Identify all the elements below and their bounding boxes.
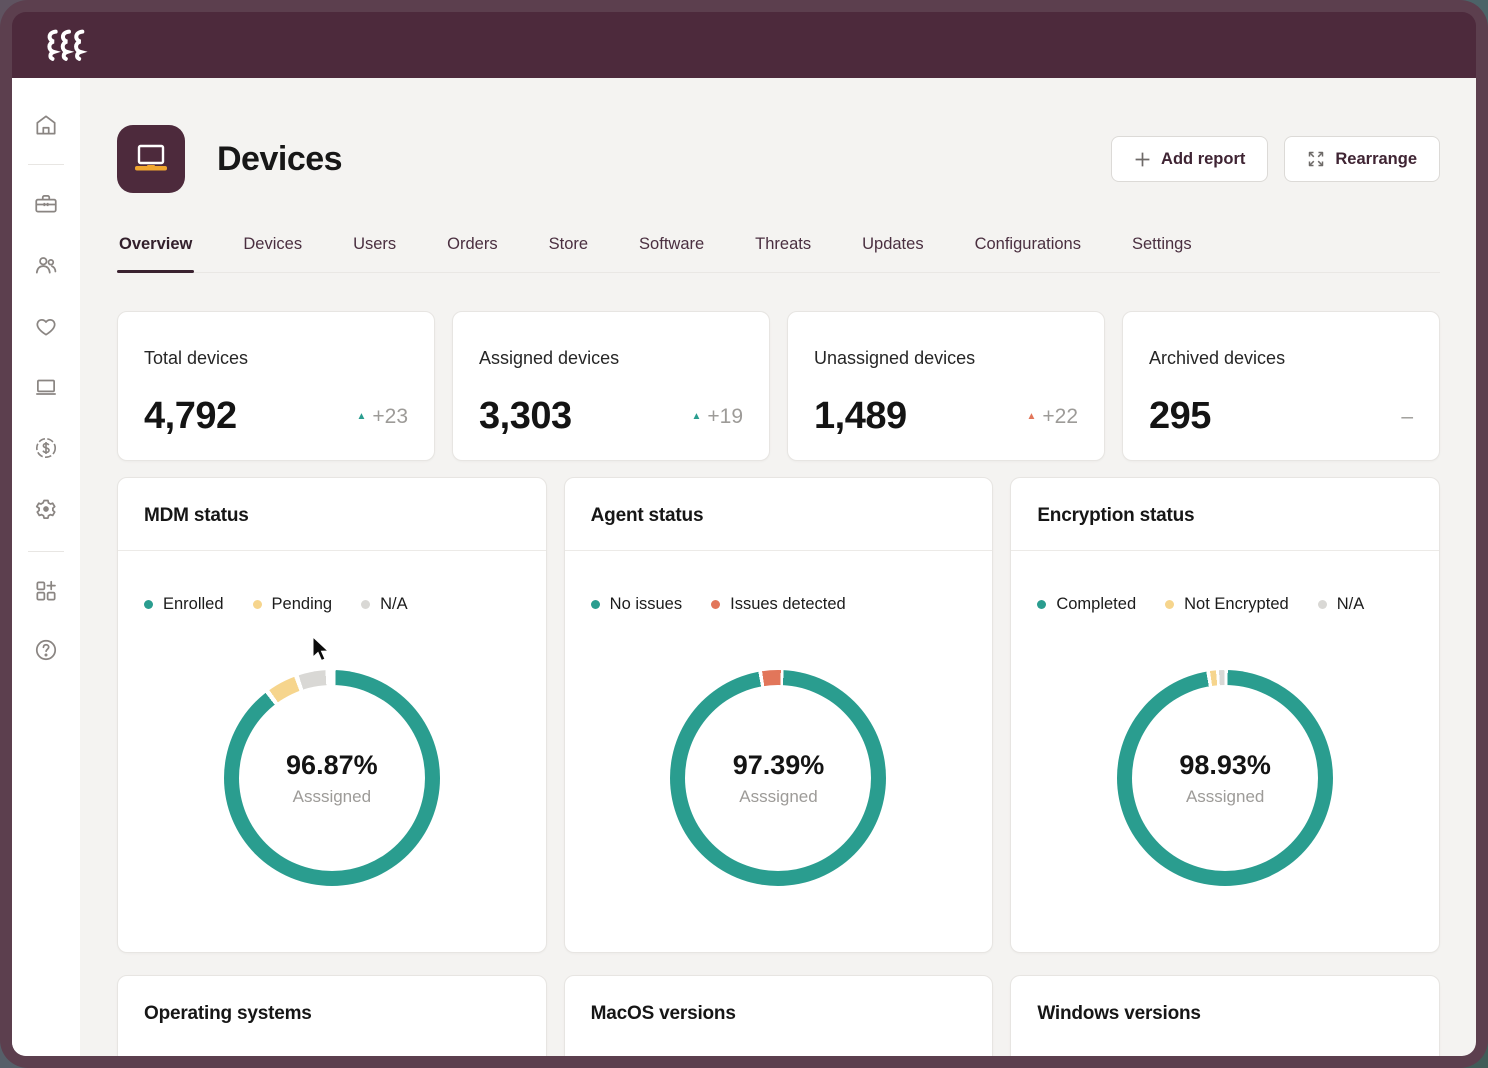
tab-store[interactable]: Store	[548, 235, 589, 253]
rippling-waves-logo	[47, 29, 88, 61]
trend-up-icon: ▲	[356, 410, 367, 422]
card-title: Windows versions	[1037, 1003, 1201, 1024]
stat-value: 1,489	[814, 395, 907, 437]
apps-add-icon[interactable]	[33, 578, 59, 604]
tab-overview[interactable]: Overview	[117, 223, 195, 273]
card-title: Agent status	[590, 505, 704, 526]
help-icon[interactable]	[33, 637, 59, 663]
legend-item: Enrolled	[144, 595, 224, 614]
tab-bar: Overview Devices Users Orders Store Soft…	[117, 223, 1440, 273]
stat-delta: –	[1401, 404, 1413, 428]
donut-chart: 97.39% Asssigned	[670, 670, 887, 886]
legend-item: Pending	[252, 595, 332, 614]
stat-delta: ▲ +22	[1026, 404, 1078, 428]
bottom-row: Operating systems MacOS versions Windows…	[117, 975, 1440, 1056]
donut-row: MDM status Enrolled Pending N/A 96.87% A…	[117, 477, 1440, 953]
stat-value: 4,792	[144, 395, 237, 437]
laptop-icon	[135, 144, 167, 171]
trend-up-icon: ▲	[691, 410, 702, 422]
sidebar-divider	[28, 164, 64, 165]
legend-dot	[1317, 600, 1327, 609]
legend-dot	[252, 600, 262, 609]
main-area: Devices Add report	[12, 78, 1476, 1056]
heart-icon[interactable]	[33, 313, 59, 339]
sidebar-divider	[28, 551, 64, 552]
dollar-coin-icon[interactable]	[33, 435, 59, 461]
legend-dot	[590, 600, 600, 609]
gear-icon[interactable]	[33, 496, 59, 522]
top-bar	[12, 12, 1476, 78]
legend: No issues Issues detected	[565, 551, 993, 614]
plus-icon	[1135, 152, 1150, 166]
windows-versions-card: Windows versions	[1010, 975, 1440, 1056]
stat-card-assigned-devices: Assigned devices 3,303 ▲ +19	[452, 311, 770, 461]
legend-dot	[1165, 600, 1175, 609]
tab-users[interactable]: Users	[353, 235, 397, 253]
donut-center-label: Asssigned	[1185, 786, 1265, 806]
add-report-button[interactable]: Add report	[1111, 136, 1269, 182]
legend-item: No issues	[590, 595, 682, 614]
donut-center-value: 96.87%	[286, 749, 378, 780]
card-title: Encryption status	[1037, 505, 1195, 526]
content-area: Devices Add report	[80, 78, 1476, 1056]
laptop-icon[interactable]	[33, 374, 59, 400]
tab-settings[interactable]: Settings	[1131, 235, 1192, 253]
stat-delta: ▲ +19	[691, 404, 743, 428]
tab-updates[interactable]: Updates	[862, 235, 924, 253]
donut-center-value: 98.93%	[1179, 749, 1271, 780]
agent-status-card: Agent status No issues Issues detected 9…	[563, 477, 994, 953]
legend-dot	[711, 600, 721, 609]
legend: Enrolled Pending N/A	[118, 551, 546, 614]
stats-row: Total devices 4,792 ▲ +23 Assigned device…	[117, 311, 1440, 461]
tab-threats[interactable]: Threats	[755, 235, 812, 253]
toolbox-icon[interactable]	[33, 191, 59, 217]
page-header: Devices Add report	[117, 125, 1440, 193]
stat-card-archived-devices: Archived devices 295 –	[1122, 311, 1440, 461]
legend-dot	[144, 600, 153, 609]
macos-versions-card: MacOS versions	[563, 975, 994, 1056]
card-title: Operating systems	[144, 1003, 312, 1024]
devices-app-icon	[117, 125, 185, 193]
operating-systems-card: Operating systems	[117, 975, 547, 1056]
legend-item: Completed	[1037, 595, 1136, 614]
donut-center-value: 97.39%	[732, 749, 825, 780]
legend-item: Not Encrypted	[1165, 595, 1289, 614]
home-icon[interactable]	[33, 112, 59, 138]
tab-software[interactable]: Software	[639, 235, 705, 253]
legend-item: N/A	[361, 595, 408, 614]
legend-dot	[361, 600, 371, 609]
card-title: MacOS versions	[590, 1003, 736, 1024]
encryption-status-card: Encryption status Completed Not Encrypte…	[1010, 477, 1440, 953]
donut-center-label: Asssigned	[292, 786, 372, 806]
trend-up-icon: ▲	[1026, 410, 1037, 422]
donut-center-label: Asssigned	[739, 786, 818, 806]
donut-chart: 98.93% Asssigned	[1117, 670, 1334, 886]
expand-arrows-icon	[1309, 151, 1324, 167]
tab-configurations[interactable]: Configurations	[974, 235, 1081, 253]
legend-item: N/A	[1317, 595, 1364, 614]
legend: Completed Not Encrypted N/A	[1011, 551, 1439, 614]
stat-value: 295	[1149, 395, 1211, 437]
rearrange-button[interactable]: Rearrange	[1284, 136, 1440, 182]
stat-value: 3,303	[479, 395, 572, 437]
page-title: Devices	[217, 139, 343, 178]
legend-item: Issues detected	[711, 595, 846, 614]
stat-card-total-devices: Total devices 4,792 ▲ +23	[117, 311, 435, 461]
stat-card-unassigned-devices: Unassigned devices 1,489 ▲ +22	[787, 311, 1105, 461]
sidebar	[12, 78, 80, 1056]
card-title: MDM status	[144, 505, 249, 526]
tab-devices[interactable]: Devices	[243, 235, 303, 253]
mdm-status-card: MDM status Enrolled Pending N/A 96.87% A…	[117, 477, 547, 953]
donut-chart: 96.87% Asssigned	[223, 670, 440, 886]
legend-dot	[1037, 600, 1047, 609]
people-icon[interactable]	[33, 252, 59, 278]
tab-orders[interactable]: Orders	[447, 235, 498, 253]
stat-delta: ▲ +23	[356, 404, 408, 428]
